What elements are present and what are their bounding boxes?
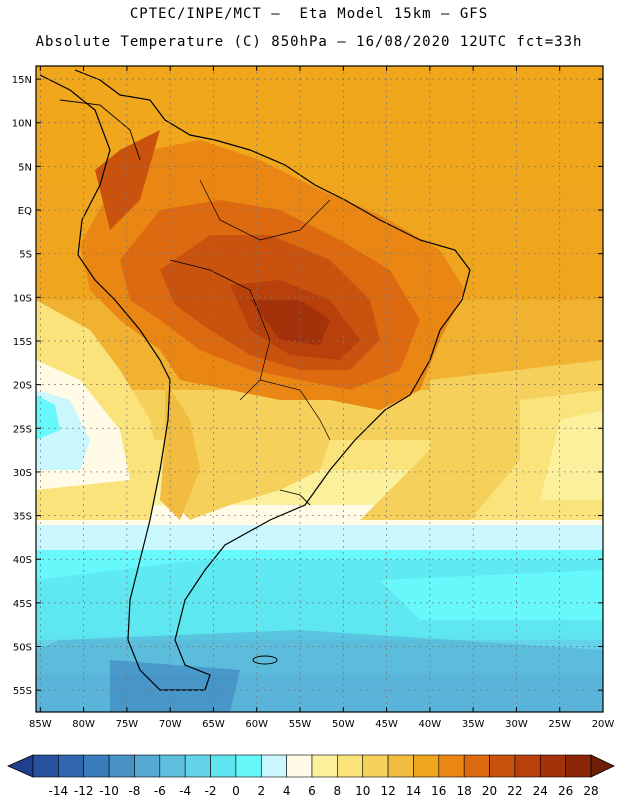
colorbar-label: -2 bbox=[205, 784, 217, 798]
colorbar-swatch bbox=[387, 754, 414, 778]
lon-label: 45W bbox=[375, 719, 398, 730]
colorbar: -14 -12 -10 -8 -6 -4 -2 0 2 4 6 8 10 12 14 16 18 20 22 24 26… bbox=[7, 754, 615, 798]
south-america-coastline bbox=[39, 69, 471, 691]
colorbar-swatch bbox=[134, 754, 161, 778]
lon-label: 25W bbox=[548, 719, 571, 730]
colorbar-label: 14 bbox=[406, 784, 421, 798]
lon-label: 85W bbox=[29, 719, 52, 730]
lat-label: 45S bbox=[13, 599, 32, 610]
colorbar-swatch bbox=[159, 754, 186, 778]
lon-label: 70W bbox=[159, 719, 182, 730]
atlantic-warm-3 bbox=[540, 410, 603, 500]
lat-label: 15S bbox=[13, 337, 32, 348]
colorbar-swatch bbox=[362, 754, 389, 778]
colorbar-swatch bbox=[565, 754, 592, 778]
lat-label: 5S bbox=[19, 250, 32, 261]
lon-label: 30W bbox=[505, 719, 528, 730]
falkland-islands bbox=[252, 655, 278, 665]
colorbar-swatch bbox=[32, 754, 59, 778]
lat-label: 55S bbox=[13, 686, 32, 697]
colorbar-swatch bbox=[539, 754, 566, 778]
colorbar-label: 16 bbox=[431, 784, 446, 798]
colorbar-label: -4 bbox=[179, 784, 191, 798]
colorbar-swatch bbox=[58, 754, 85, 778]
colorbar-swatch bbox=[235, 754, 262, 778]
colorbar-label: -6 bbox=[154, 784, 166, 798]
colorbar-swatch bbox=[210, 754, 237, 778]
map-frame bbox=[35, 65, 604, 713]
lon-label: 80W bbox=[72, 719, 95, 730]
rio-de-la-plata bbox=[279, 489, 311, 506]
colorbar-swatch bbox=[83, 754, 110, 778]
lon-label: 55W bbox=[289, 719, 312, 730]
border-south bbox=[259, 379, 331, 441]
colorbar-label: 2 bbox=[257, 784, 265, 798]
lon-label: 60W bbox=[245, 719, 268, 730]
lon-label: 65W bbox=[202, 719, 225, 730]
longitude-labels: 85W 80W 75W 70W 65W 60W 55W 50W 45W 40W 35W 30W 25W 2… bbox=[29, 66, 614, 730]
colorbar-label: -10 bbox=[99, 784, 119, 798]
lat-label: 10N bbox=[12, 119, 32, 130]
colorbar-swatch bbox=[413, 754, 440, 778]
lon-label: 50W bbox=[332, 719, 355, 730]
lat-label: 30S bbox=[13, 468, 32, 479]
colorbar-swatch bbox=[286, 754, 313, 778]
lat-label: 50S bbox=[13, 643, 32, 654]
border-north bbox=[199, 179, 331, 241]
title-line-2: Absolute Temperature (C) 850hPa – 16/08/… bbox=[35, 34, 583, 50]
central-america-coast bbox=[59, 99, 141, 161]
lon-label: 75W bbox=[116, 719, 139, 730]
pacific-cool-4 bbox=[36, 395, 60, 440]
colorbar-label: 24 bbox=[533, 784, 548, 798]
colorbar-swatch bbox=[260, 754, 287, 778]
colorbar-swatch bbox=[108, 754, 135, 778]
colorbar-swatch bbox=[463, 754, 490, 778]
land-hot-core bbox=[250, 300, 330, 345]
lat-label: 20S bbox=[13, 381, 32, 392]
lon-label: 35W bbox=[462, 719, 485, 730]
colorbar-label: 10 bbox=[355, 784, 370, 798]
lon-label: 40W bbox=[419, 719, 442, 730]
colorbar-label: 0 bbox=[232, 784, 240, 798]
title-line-1: CPTEC/INPE/MCT – Eta Model 15km – GFS bbox=[129, 6, 489, 22]
lat-label: 15N bbox=[12, 75, 32, 86]
colorbar-swatch bbox=[438, 754, 465, 778]
colorbar-label: 18 bbox=[457, 784, 472, 798]
colorbar-label: 26 bbox=[558, 784, 573, 798]
lon-label: 20W bbox=[592, 719, 615, 730]
colorbar-swatch bbox=[184, 754, 211, 778]
temperature-field bbox=[36, 66, 603, 712]
cone-warm-1 bbox=[165, 395, 330, 520]
colorbar-swatch bbox=[514, 754, 541, 778]
colorbar-swatch bbox=[489, 754, 516, 778]
colorbar-label: 28 bbox=[583, 784, 598, 798]
cold-patch-4 bbox=[380, 570, 603, 620]
border-west bbox=[169, 259, 271, 401]
lat-label: 35S bbox=[13, 512, 32, 523]
colorbar-label: 6 bbox=[308, 784, 316, 798]
colorbar-arrow-high bbox=[590, 754, 615, 778]
colorbar-label: 4 bbox=[283, 784, 291, 798]
colorbar-label: 8 bbox=[334, 784, 342, 798]
colorbar-swatch bbox=[337, 754, 364, 778]
band-temperate-2 bbox=[36, 525, 603, 550]
lat-label: 40S bbox=[13, 555, 32, 566]
colorbar-label: 20 bbox=[482, 784, 497, 798]
lat-label: 10S bbox=[13, 293, 32, 304]
colorbar-label: -14 bbox=[49, 784, 69, 798]
lat-label: 25S bbox=[13, 424, 32, 435]
colorbar-label: 12 bbox=[380, 784, 395, 798]
colorbar-label: -8 bbox=[128, 784, 140, 798]
lat-label: 5N bbox=[18, 162, 32, 173]
latitude-labels: 15N 10N 5N EQ 5S 10S 15S 20S 25S 30S 35S 40S 45S 50S 5… bbox=[12, 75, 603, 697]
lat-lon-grid bbox=[36, 66, 603, 712]
lat-label: EQ bbox=[18, 206, 32, 217]
colorbar-arrow-low bbox=[7, 754, 34, 778]
colorbar-label: -12 bbox=[74, 784, 94, 798]
andes-north-warm bbox=[95, 130, 160, 230]
colorbar-label: 22 bbox=[507, 784, 522, 798]
colorbar-swatch bbox=[311, 754, 338, 778]
